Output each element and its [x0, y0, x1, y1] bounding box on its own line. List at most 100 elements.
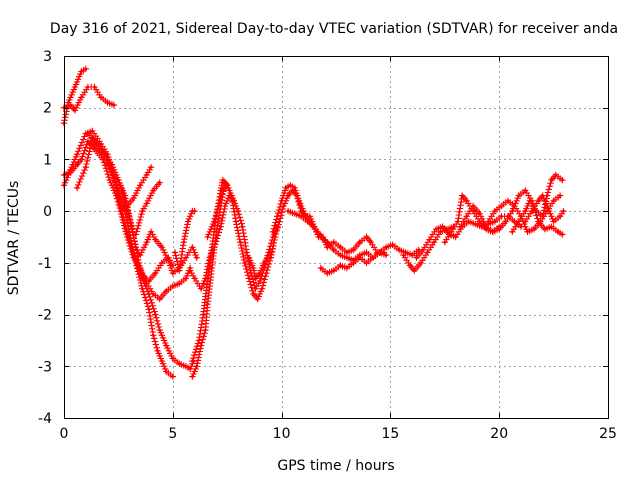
data-point: [419, 261, 423, 265]
data-point: [467, 220, 471, 223]
data-point: [108, 178, 112, 182]
data-point: [195, 364, 199, 368]
data-point: [134, 261, 138, 265]
series-track-20: [400, 223, 457, 274]
data-point: [513, 220, 516, 223]
data-point: [308, 214, 312, 218]
data-point: [188, 269, 192, 272]
data-point: [284, 186, 288, 190]
data-point: [312, 225, 316, 229]
data-point: [550, 225, 553, 229]
data-point: [299, 214, 303, 218]
data-point: [545, 194, 549, 198]
data-point: [177, 362, 181, 366]
data-point: [352, 248, 355, 252]
series-track-1: [60, 65, 89, 127]
data-point: [504, 220, 508, 223]
data-point: [365, 251, 368, 254]
data-point: [238, 240, 242, 244]
x-tick-label: 25: [599, 426, 617, 442]
data-point: [145, 202, 149, 205]
data-point: [249, 271, 253, 275]
series-track-7: [91, 140, 197, 373]
data-point: [404, 251, 407, 254]
data-point: [93, 85, 96, 89]
data-point: [558, 214, 562, 218]
data-point: [378, 251, 381, 254]
data-point: [73, 85, 77, 89]
data-point: [156, 349, 160, 353]
data-point: [369, 240, 373, 244]
data-point: [412, 269, 416, 272]
data-point: [258, 271, 262, 275]
data-point: [217, 204, 220, 208]
data-point: [384, 245, 388, 249]
data-point: [204, 328, 207, 332]
data-point: [552, 199, 555, 203]
data-point: [421, 248, 425, 252]
series-track-19: [317, 249, 390, 277]
data-point: [147, 279, 151, 283]
data-point: [306, 220, 310, 223]
data-point: [177, 269, 181, 272]
data-point: [119, 209, 122, 213]
data-point: [428, 238, 431, 242]
data-point: [258, 279, 262, 283]
data-point: [534, 209, 538, 213]
data-point: [197, 339, 201, 342]
data-point: [93, 142, 96, 146]
data-point: [149, 230, 153, 234]
data-point: [184, 256, 188, 260]
data-point: [199, 344, 203, 347]
data-point: [164, 370, 168, 373]
data-point: [517, 220, 521, 223]
data-point: [365, 235, 368, 239]
data-point: [117, 189, 120, 192]
data-point: [154, 271, 157, 275]
data-point: [473, 222, 477, 226]
data-point: [539, 220, 542, 223]
data-point: [84, 67, 88, 71]
data-point: [145, 173, 149, 177]
data-point: [391, 243, 394, 247]
data-point: [297, 199, 301, 203]
data-point: [530, 209, 534, 213]
data-point: [493, 220, 497, 223]
series-track-15: [245, 249, 274, 282]
data-point: [134, 233, 138, 236]
series-markers: [60, 65, 89, 127]
data-point: [149, 165, 153, 169]
data-point: [230, 194, 234, 198]
data-point: [471, 204, 475, 208]
data-point: [554, 173, 558, 177]
x-tick-label: 15: [381, 426, 399, 442]
data-point: [456, 220, 460, 223]
data-point: [293, 212, 297, 216]
data-point: [184, 277, 188, 280]
data-point: [138, 253, 142, 257]
data-point: [173, 251, 177, 254]
data-point: [186, 220, 190, 223]
data-point: [241, 225, 244, 229]
data-point: [160, 245, 164, 249]
data-point: [443, 240, 447, 244]
data-point: [254, 287, 257, 291]
data-point: [75, 186, 79, 190]
data-point: [286, 194, 290, 198]
data-point: [262, 261, 266, 265]
data-point: [325, 271, 329, 275]
data-point: [210, 245, 214, 249]
data-point: [513, 204, 516, 208]
data-point: [332, 269, 336, 272]
data-point: [293, 186, 297, 190]
data-point: [519, 225, 523, 229]
y-tick-label: -4: [38, 411, 52, 427]
data-point: [510, 209, 514, 213]
data-point: [171, 357, 175, 360]
data-point: [358, 240, 362, 244]
data-point: [288, 183, 292, 187]
data-point: [510, 230, 514, 234]
data-point: [184, 364, 188, 368]
data-point: [191, 209, 194, 213]
